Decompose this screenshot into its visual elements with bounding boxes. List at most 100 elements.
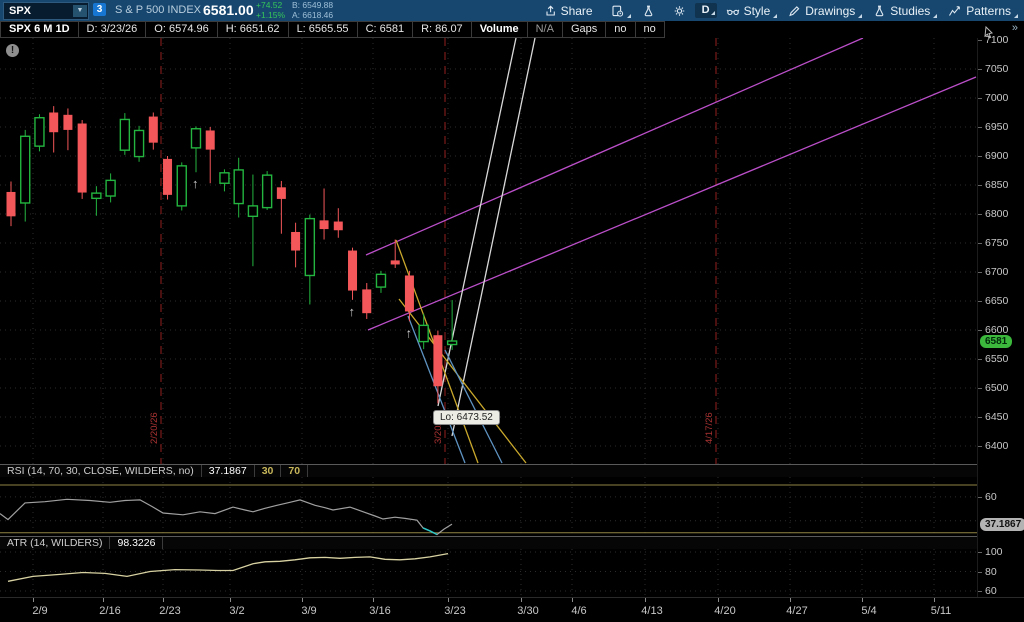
- toolbar-button-flask-icon[interactable]: [633, 0, 664, 21]
- date-axis-label: 3/2: [229, 605, 245, 617]
- candle-body-down: [148, 116, 158, 143]
- date-axis-tick: [103, 598, 104, 602]
- date-axis-tick: [373, 598, 374, 602]
- toolbar-button-d[interactable]: D: [694, 3, 717, 18]
- trendline-down-blue-2: [444, 349, 503, 464]
- dropdown-caret-icon: [626, 14, 631, 18]
- price-chart-svg: 2/20/26 3/20/26 4/17/26 ↑ ↑ ↑: [0, 37, 977, 464]
- price-axis-label: 6700: [985, 266, 1009, 278]
- rsi-header-cell-0[interactable]: RSI (14, 70, 30, CLOSE, WILDERS, no): [0, 465, 202, 477]
- price-axis-label: 6600: [985, 324, 1009, 336]
- event-lines-layer: 2/20/26 3/20/26 4/17/26: [149, 38, 717, 464]
- change-pct: +1.15%: [256, 9, 286, 20]
- price-change: +74.52 +1.15%: [256, 0, 286, 20]
- last-price-badge: 6581: [980, 334, 1013, 348]
- price-axis-tick: [978, 272, 982, 273]
- toolbar-button-patterns[interactable]: Patterns: [939, 0, 1020, 21]
- rsi-oversold-segment: [422, 527, 438, 536]
- date-axis-label: 4/27: [786, 605, 808, 617]
- atr-study-header: ATR (14, WILDERS) 98.3226: [0, 536, 1024, 550]
- toolbar-button-studies[interactable]: Studies: [864, 0, 939, 21]
- date-axis[interactable]: 2/9 2/16 2/23 3/2 3/9 3/16 3/23 3/30 4/6 4/13 4/20…: [0, 597, 1024, 622]
- bid-ask: B: 6549.88 A: 6618.46: [292, 0, 334, 20]
- date-axis-label: 2/23: [159, 605, 181, 617]
- toolbar-button-report-icon[interactable]: [602, 0, 633, 21]
- candle-body-down: [49, 112, 59, 133]
- price-axis-tick: [978, 359, 982, 360]
- candle-body-down: [6, 191, 16, 217]
- signal-arrow-icon: ↑: [349, 304, 356, 319]
- candle-body-up: [119, 118, 131, 151]
- price-axis-tick: [978, 330, 982, 331]
- date-axis-tick: [448, 598, 449, 602]
- pointer-tool-icon[interactable]: [982, 26, 996, 40]
- price-axis-label: 6900: [985, 150, 1009, 162]
- collapse-chevron-icon[interactable]: »: [1011, 22, 1018, 34]
- atr-header-cell-1[interactable]: 98.3226: [110, 537, 164, 549]
- price-axis-tick: [978, 69, 982, 70]
- candle-body-up: [133, 129, 145, 158]
- toolbar-button-style[interactable]: Style: [717, 0, 780, 21]
- toolbar-button-drawings[interactable]: Drawings: [779, 0, 864, 21]
- atr-header-cell-0[interactable]: ATR (14, WILDERS): [0, 537, 111, 549]
- symbol-input[interactable]: SPX ▼: [3, 2, 89, 20]
- report-icon: [611, 5, 624, 17]
- price-axis-label: 6850: [985, 179, 1009, 191]
- dropdown-caret-icon: [773, 14, 778, 18]
- chevron-down-icon[interactable]: ▼: [73, 5, 87, 17]
- signal-arrow-icon: ↑: [405, 325, 412, 340]
- date-axis-tick: [163, 598, 164, 602]
- date-axis-label: 4/13: [641, 605, 663, 617]
- toolbar-button-gear-icon[interactable]: [664, 0, 695, 21]
- price-axis[interactable]: 7100 7050 7000 6950 6900 6850 6800 6750 6700 6650…: [977, 34, 1024, 597]
- date-axis-label: 2/9: [32, 605, 48, 617]
- price-axis-label: 6750: [985, 237, 1009, 249]
- rsi-header-cell-2[interactable]: 30: [255, 465, 282, 477]
- candle-body-down: [433, 335, 443, 387]
- atr-axis-label: 60: [985, 585, 997, 597]
- price-chart-pane[interactable]: 2/20/26 3/20/26 4/17/26 ↑ ↑ ↑: [0, 37, 977, 464]
- style-icon: [726, 5, 740, 17]
- price-axis-label: 7000: [985, 92, 1009, 104]
- dropdown-caret-icon: [933, 14, 938, 18]
- ohlc-cell-1: D: 3/23/26: [78, 21, 147, 38]
- trendline-down-yellow-2: [398, 298, 527, 464]
- atr-axis-tick: [978, 571, 982, 573]
- candles-layer: [6, 106, 458, 404]
- alert-icon[interactable]: !: [6, 44, 19, 57]
- ask-value: A: 6618.46: [292, 9, 334, 20]
- date-axis-label: 3/9: [301, 605, 317, 617]
- price-axis-label: 6450: [985, 411, 1009, 423]
- gear-icon: [673, 5, 686, 17]
- candle-body-up: [375, 273, 387, 288]
- price-axis-tick: [978, 98, 982, 99]
- toolbar-button-label: Style: [743, 3, 771, 18]
- candle-body-up: [105, 179, 116, 197]
- atr-pane[interactable]: [0, 549, 977, 597]
- trendline-steep-white-2: [451, 37, 536, 437]
- toolbar-button-label: Share: [560, 3, 593, 18]
- price-axis-tick: [978, 127, 982, 128]
- candle-body-up: [247, 205, 259, 218]
- rsi-header-cell-1[interactable]: 37.1867: [202, 465, 255, 477]
- rsi-header-cell-3[interactable]: 70: [281, 465, 309, 477]
- share-icon: [544, 5, 557, 17]
- pencil-icon: [788, 5, 801, 17]
- toolbar-button-share[interactable]: Share: [535, 0, 602, 21]
- candle-body-down: [333, 221, 343, 231]
- patterns-icon: [948, 5, 962, 17]
- ohlc-cell-10: no: [606, 21, 636, 38]
- atr-axis-tick: [978, 591, 982, 592]
- symbol-text: SPX: [9, 5, 32, 17]
- price-axis-tick: [978, 40, 982, 41]
- date-axis-tick: [230, 598, 231, 602]
- rsi-axis-tick: [978, 496, 982, 498]
- dropdown-caret-icon: [858, 14, 863, 18]
- dropdown-caret-icon: [710, 11, 715, 15]
- candle-body-up: [304, 217, 316, 277]
- linked-chart-badge[interactable]: 3: [93, 3, 106, 16]
- toolbar-button-label: D: [701, 4, 710, 16]
- rsi-pane[interactable]: [0, 477, 977, 536]
- trendline-channel-lower-purple: [367, 76, 977, 331]
- atr-line: [7, 552, 449, 582]
